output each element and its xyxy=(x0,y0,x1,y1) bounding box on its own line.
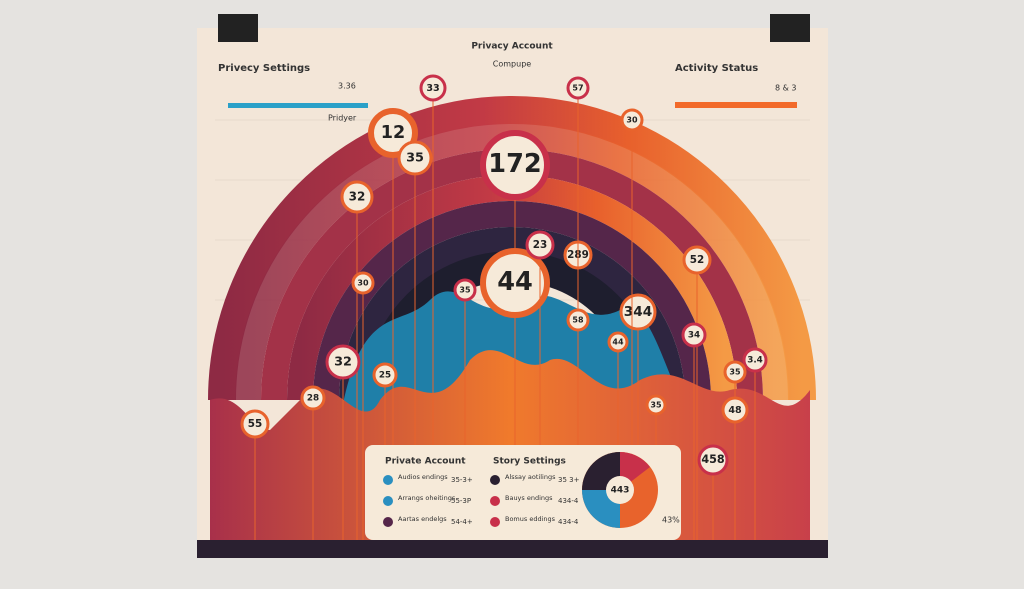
bubble xyxy=(372,362,398,388)
bubble-value: 57 xyxy=(572,84,583,93)
item-label: Aartas endelgs xyxy=(398,515,447,523)
bubble-value: 52 xyxy=(690,254,704,266)
right-bar xyxy=(675,102,797,108)
left-value: 3.36 xyxy=(338,82,356,91)
bubble xyxy=(480,248,550,318)
bubble-value: 23 xyxy=(533,239,547,251)
bubble-value: 28 xyxy=(307,394,319,404)
item-value: 434-4 xyxy=(558,518,579,526)
bubble xyxy=(645,394,667,416)
item-dot xyxy=(383,496,393,506)
bubble xyxy=(340,180,374,214)
bubble-value: 25 xyxy=(379,371,391,381)
item-value: 35 3+ xyxy=(558,476,580,484)
footer-band xyxy=(197,540,828,558)
bubble xyxy=(620,108,644,132)
item-label: Audios endings xyxy=(398,473,448,481)
bubble-value: 58 xyxy=(572,316,584,325)
bubble xyxy=(419,74,447,102)
item-dot xyxy=(490,496,500,506)
center-sub: Compupe xyxy=(493,60,532,69)
bubble-value: 33 xyxy=(426,83,439,94)
bubble-value: 48 xyxy=(728,405,742,416)
bubble xyxy=(681,322,707,348)
bubble xyxy=(240,409,270,439)
bubble-value: 344 xyxy=(624,304,652,320)
bubble-value: 12 xyxy=(381,123,405,143)
donut-pct: 43% xyxy=(662,516,680,525)
bubble xyxy=(697,444,729,476)
bubble xyxy=(723,360,747,384)
bubble-value: 35 xyxy=(729,368,741,377)
bubble xyxy=(742,347,768,373)
bubble xyxy=(453,278,477,302)
bubble-value: 34 xyxy=(688,331,700,341)
item-dot xyxy=(490,517,500,527)
bubble-value: 30 xyxy=(357,279,369,288)
bubble xyxy=(351,271,375,295)
item-label: Bauys endings xyxy=(505,494,553,502)
item-label: Arrangs oheitings xyxy=(398,494,456,502)
bubble xyxy=(682,245,712,275)
donut xyxy=(582,452,658,528)
bubble-value: 458 xyxy=(701,453,725,466)
bubble-value: 35 xyxy=(406,151,424,166)
bubble-value: 55 xyxy=(248,418,262,430)
bubble-value: 44 xyxy=(612,338,624,347)
bubble xyxy=(480,130,550,200)
left-bar xyxy=(228,103,368,108)
item-value: 434-4 xyxy=(558,497,579,505)
bubble-value: 44 xyxy=(497,267,533,297)
bubble-value: 172 xyxy=(488,149,541,179)
item-value: 54-4+ xyxy=(451,518,473,526)
item-dot xyxy=(383,475,393,485)
bubble-value: 35 xyxy=(459,286,471,295)
bubble xyxy=(525,230,555,260)
item-value: 35-3+ xyxy=(451,476,473,484)
item-value: 55-3P xyxy=(451,497,471,505)
bubble xyxy=(368,108,418,158)
right-title: Activity Status xyxy=(675,63,758,74)
bubble-value: 35 xyxy=(650,401,662,410)
panel-right-title: Story Settings xyxy=(493,457,566,467)
bubble-value: 32 xyxy=(349,190,366,204)
item-label: Alssay aotilings xyxy=(505,473,556,481)
bubble-value: 30 xyxy=(626,116,638,125)
bubble xyxy=(721,396,749,424)
clip xyxy=(218,14,258,42)
bubble-value: 32 xyxy=(334,355,352,370)
item-dot xyxy=(490,475,500,485)
left-label: Pridyer xyxy=(328,114,357,123)
left-title: Privecy Settings xyxy=(218,63,310,74)
bubble xyxy=(566,76,590,100)
panel-left-title: Private Account xyxy=(385,457,466,467)
right-value: 8 & 3 xyxy=(775,84,797,93)
bubble-value: 3.4 xyxy=(747,356,763,366)
item-label: Bomus eddings xyxy=(505,515,556,523)
center-title: Privacy Account xyxy=(471,42,553,52)
item-dot xyxy=(383,517,393,527)
bubble xyxy=(397,140,433,176)
bubble xyxy=(325,344,361,380)
clip xyxy=(770,14,810,42)
bubble xyxy=(619,293,657,331)
bubble xyxy=(300,385,326,411)
panel-items: Audios endings 35-3+ Arrangs oheitings55-3… xyxy=(383,473,580,527)
donut-center: 443 xyxy=(611,486,630,496)
bubble xyxy=(566,308,590,332)
bubble xyxy=(607,331,629,353)
